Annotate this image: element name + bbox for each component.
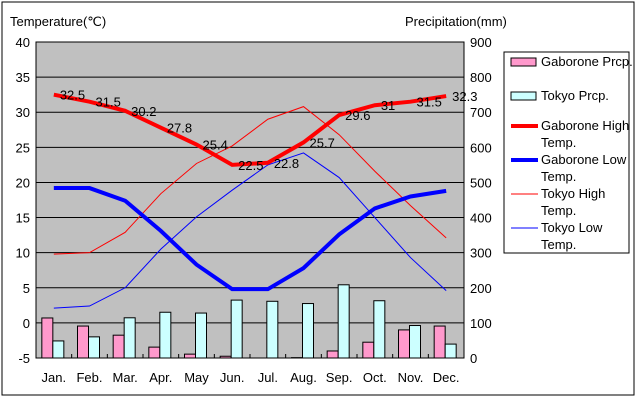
bar-tokyo-prcp: [89, 337, 100, 358]
data-label: 29.6: [345, 108, 370, 123]
bar-tokyo-prcp: [303, 304, 314, 358]
right-tick-label: 900: [470, 35, 492, 50]
x-tick-label: May: [184, 370, 209, 385]
bar-gaborone-prcp: [42, 318, 53, 358]
data-label: 22.5: [238, 158, 263, 173]
left-tick-label: 35: [16, 70, 30, 85]
right-tick-label: 300: [470, 246, 492, 261]
legend-label: Gaborone Low: [541, 152, 627, 167]
left-tick-label: 10: [16, 246, 30, 261]
legend-label: Gaborone High: [541, 118, 629, 133]
right-tick-label: 200: [470, 281, 492, 296]
right-tick-label: 100: [470, 316, 492, 331]
data-label: 31.5: [96, 95, 121, 110]
legend-label: Tokyo Low: [541, 220, 603, 235]
bar-gaborone-prcp: [399, 330, 410, 358]
left-tick-label: 20: [16, 175, 30, 190]
x-tick-label: Aug.: [290, 370, 317, 385]
bar-tokyo-prcp: [53, 341, 64, 358]
x-tick-label: Oct.: [363, 370, 387, 385]
data-label: 25.7: [310, 135, 335, 150]
x-tick-label: Jun.: [220, 370, 245, 385]
bar-gaborone-prcp: [149, 347, 160, 358]
x-tick-label: Nov.: [398, 370, 424, 385]
left-axis-title: Temperature(℃): [10, 14, 106, 29]
legend-label: Temp.: [541, 203, 576, 218]
bar-gaborone-prcp: [220, 356, 231, 358]
bar-gaborone-prcp: [185, 354, 196, 358]
bar-tokyo-prcp: [410, 326, 421, 358]
legend-label: Temp.: [541, 237, 576, 252]
bar-tokyo-prcp: [160, 312, 171, 358]
bar-gaborone-prcp: [363, 342, 374, 358]
bar-tokyo-prcp: [338, 285, 349, 358]
bar-tokyo-prcp: [196, 313, 207, 358]
right-tick-label: 800: [470, 70, 492, 85]
data-label: 22.8: [274, 156, 299, 171]
legend-swatch: [511, 58, 536, 66]
legend-swatch: [511, 92, 536, 100]
x-tick-label: Jan.: [42, 370, 67, 385]
bar-tokyo-prcp: [445, 344, 456, 358]
x-tick-label: Mar.: [113, 370, 138, 385]
x-tick-label: Apr.: [149, 370, 172, 385]
legend-label: Temp.: [541, 135, 576, 150]
right-tick-label: 700: [470, 105, 492, 120]
bar-gaborone-prcp: [113, 335, 124, 358]
data-label: 32.5: [60, 88, 85, 103]
data-label: 31.5: [417, 95, 442, 110]
left-tick-label: -5: [18, 351, 30, 366]
legend-label: Tokyo High: [541, 186, 605, 201]
left-tick-label: 0: [23, 316, 30, 331]
bar-gaborone-prcp: [434, 326, 445, 358]
left-tick-label: 40: [16, 35, 30, 50]
right-tick-label: 500: [470, 175, 492, 190]
x-tick-label: Feb.: [76, 370, 102, 385]
data-label: 25.4: [203, 138, 228, 153]
bar-gaborone-prcp: [78, 326, 89, 358]
bar-tokyo-prcp: [267, 301, 278, 358]
legend-label: Gaborone Prcp.: [541, 54, 633, 69]
right-axis-title: Precipitation(mm): [405, 14, 507, 29]
bar-tokyo-prcp: [124, 318, 135, 358]
x-tick-label: Sep.: [326, 370, 353, 385]
data-label: 27.8: [167, 121, 192, 136]
bar-tokyo-prcp: [374, 301, 385, 358]
right-tick-label: 400: [470, 211, 492, 226]
bar-tokyo-prcp: [231, 300, 242, 358]
legend-label: Temp.: [541, 169, 576, 184]
data-label: 30.2: [131, 104, 156, 119]
bar-gaborone-prcp: [327, 351, 338, 358]
left-tick-label: 15: [16, 211, 30, 226]
left-tick-label: 25: [16, 140, 30, 155]
legend-label: Tokyo Prcp.: [541, 88, 609, 103]
x-tick-label: Jul.: [258, 370, 278, 385]
right-tick-label: 600: [470, 140, 492, 155]
left-tick-label: 5: [23, 281, 30, 296]
left-tick-label: 30: [16, 105, 30, 120]
right-tick-label: 0: [470, 351, 477, 366]
x-tick-label: Dec.: [433, 370, 460, 385]
data-label: 32.3: [452, 89, 477, 104]
data-label: 31: [381, 98, 395, 113]
